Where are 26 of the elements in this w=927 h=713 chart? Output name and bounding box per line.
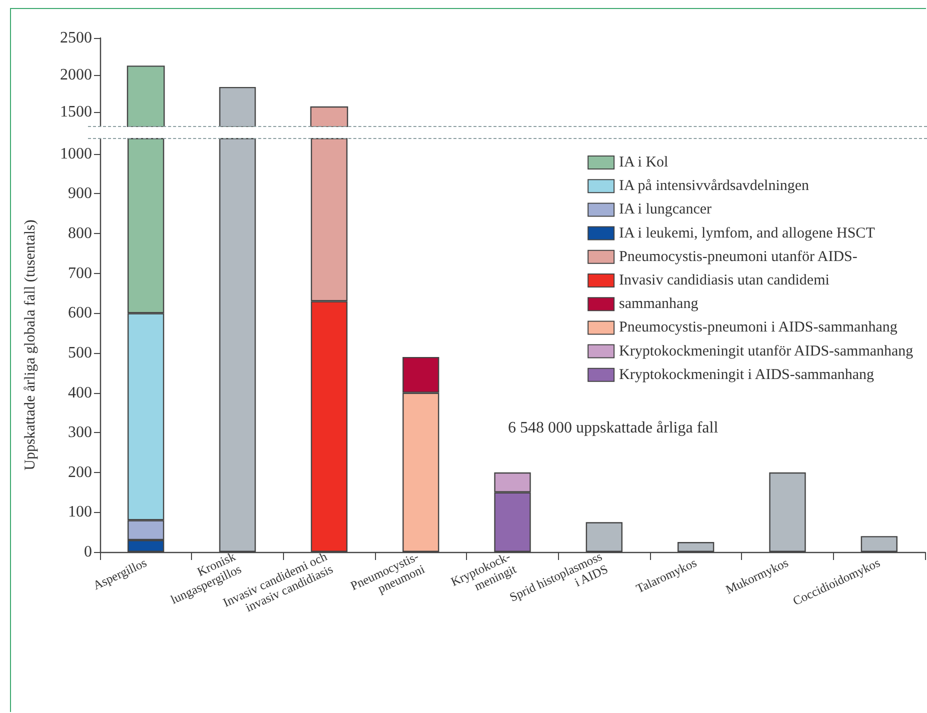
y-tick-label: 2500 <box>60 30 92 46</box>
y-tick-label: 200 <box>68 464 92 481</box>
y-tick-label: 100 <box>68 504 92 521</box>
y-tick-label: 900 <box>68 185 92 202</box>
legend-label: IA på intensivvårdsavdelningen <box>619 178 810 194</box>
annotation: 6 548 000 uppskattade årliga fall <box>508 420 719 436</box>
legend-label: IA i Kol <box>619 154 668 170</box>
y-tick-label: 500 <box>68 344 92 362</box>
y-tick-label: 1000 <box>60 145 92 162</box>
y-tick-label: 400 <box>68 384 92 402</box>
y-tick-label: 700 <box>68 264 92 282</box>
legend-label: Invasiv candidiasis utan candidemi <box>619 272 830 288</box>
y-tick-label: 300 <box>68 424 92 442</box>
legend-label: IA i lungcancer <box>619 202 712 218</box>
y-tick-label: 1500 <box>60 104 92 121</box>
y-tick-label: 600 <box>68 304 92 322</box>
legend-label: Pneumocystis-pneumoni utanför AIDS- <box>619 248 858 265</box>
legend-label: IA i leukemi, lymfom, and allogene HSCT <box>619 225 875 242</box>
legend-label: Kryptokockmeningit utanför AIDS-sammanhang <box>619 343 914 360</box>
legend-label: Kryptokockmeningit i AIDS-sammanhang <box>619 366 875 383</box>
y-tick-label: 800 <box>68 225 92 242</box>
y-tick-label: 2000 <box>60 66 92 84</box>
legend-label: Pneumocystis-pneumoni i AIDS-sammanhang <box>619 320 898 336</box>
y-tick-label: 0 <box>84 544 92 560</box>
legend-label: sammanhang <box>619 296 699 312</box>
y-axis-title: Uppskattade årliga globala fall (tusentals) <box>22 220 38 470</box>
